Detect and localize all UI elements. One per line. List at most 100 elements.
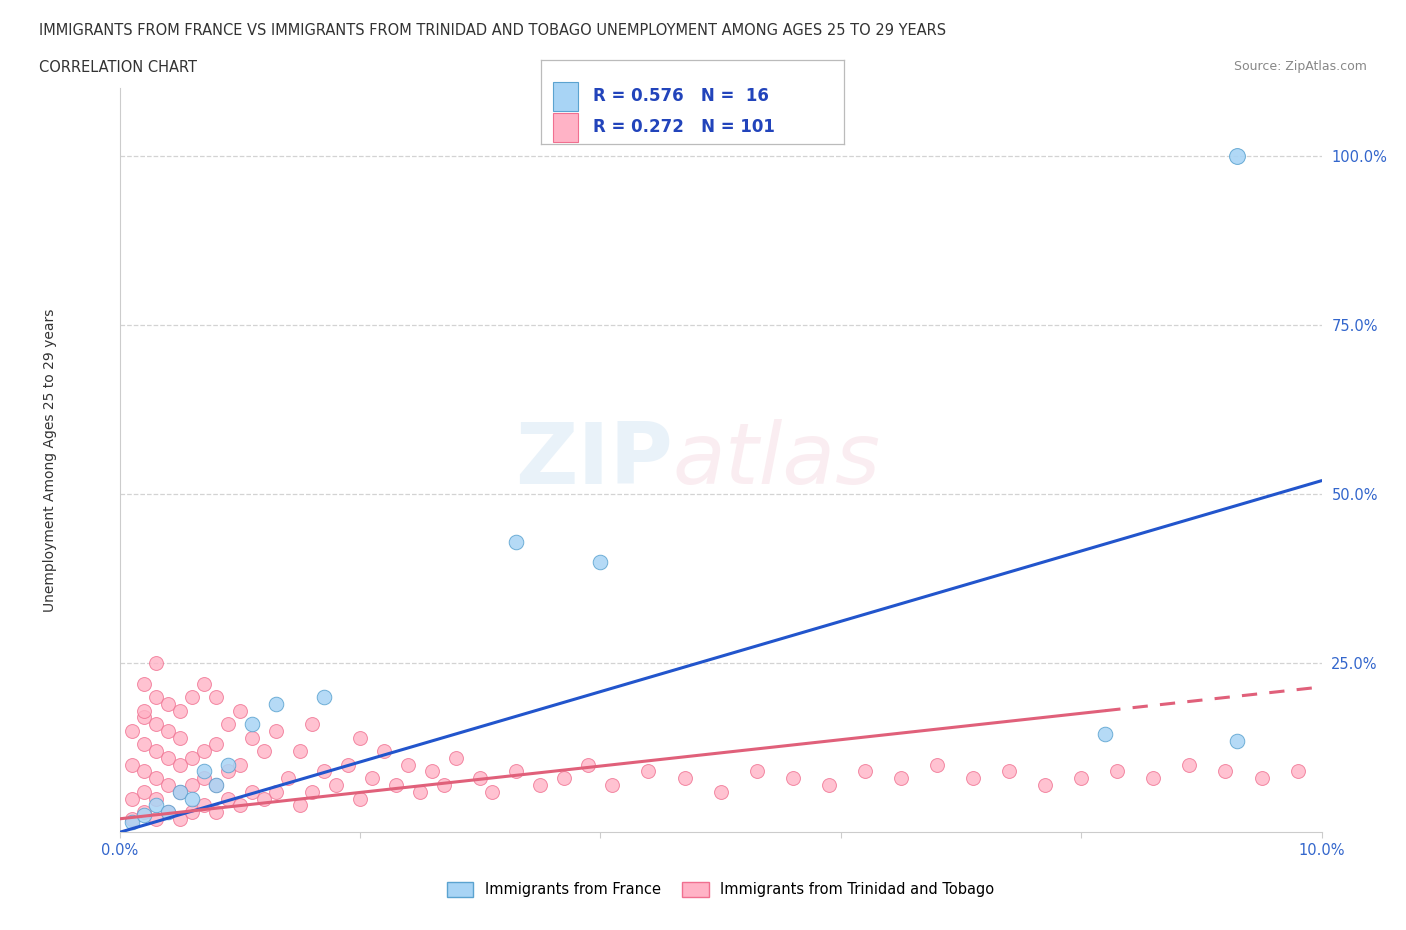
Text: IMMIGRANTS FROM FRANCE VS IMMIGRANTS FROM TRINIDAD AND TOBAGO UNEMPLOYMENT AMONG: IMMIGRANTS FROM FRANCE VS IMMIGRANTS FRO…: [39, 23, 946, 38]
Point: [481, 784, 503, 799]
Point: [1286, 764, 1309, 779]
Point: [132, 710, 155, 724]
Point: [553, 771, 575, 786]
Point: [420, 764, 443, 779]
Point: [169, 784, 191, 799]
Point: [288, 744, 311, 759]
Point: [132, 808, 155, 823]
Point: [444, 751, 467, 765]
Point: [228, 757, 252, 772]
Point: [962, 771, 984, 786]
Point: [1107, 764, 1129, 779]
Point: [361, 771, 384, 786]
Point: [132, 737, 155, 751]
Point: [156, 751, 179, 765]
Point: [169, 784, 191, 799]
Point: [325, 777, 347, 792]
Point: [253, 791, 276, 806]
Point: [204, 777, 226, 792]
Point: [264, 724, 287, 738]
Point: [145, 798, 167, 813]
Point: [373, 744, 395, 759]
Point: [709, 784, 731, 799]
Point: [1226, 149, 1249, 164]
Point: [1178, 757, 1201, 772]
Text: ZIP: ZIP: [515, 418, 672, 502]
Text: R = 0.272   N = 101: R = 0.272 N = 101: [593, 118, 775, 137]
Point: [204, 777, 226, 792]
Point: [589, 554, 612, 569]
Point: [782, 771, 804, 786]
Text: CORRELATION CHART: CORRELATION CHART: [39, 60, 197, 75]
Point: [336, 757, 359, 772]
Point: [240, 784, 263, 799]
Point: [156, 804, 179, 819]
Point: [217, 791, 239, 806]
Point: [145, 717, 167, 732]
Point: [121, 757, 143, 772]
Point: [240, 717, 263, 732]
Point: [121, 815, 143, 830]
Point: [409, 784, 432, 799]
Point: [193, 764, 215, 779]
Point: [264, 784, 287, 799]
Point: [890, 771, 912, 786]
Point: [1033, 777, 1056, 792]
Point: [217, 757, 239, 772]
Point: [925, 757, 948, 772]
Text: R = 0.576   N =  16: R = 0.576 N = 16: [593, 87, 769, 105]
Point: [145, 771, 167, 786]
Point: [132, 703, 155, 718]
Point: [180, 690, 202, 705]
FancyBboxPatch shape: [554, 113, 578, 142]
Point: [1094, 727, 1116, 742]
Point: [1070, 771, 1092, 786]
Point: [1215, 764, 1237, 779]
Point: [385, 777, 408, 792]
Point: [228, 703, 252, 718]
Point: [468, 771, 492, 786]
Point: [169, 703, 191, 718]
Point: [277, 771, 299, 786]
Point: [217, 764, 239, 779]
Point: [817, 777, 839, 792]
Point: [853, 764, 876, 779]
Point: [121, 724, 143, 738]
Point: [228, 798, 252, 813]
Point: [505, 764, 527, 779]
Point: [132, 804, 155, 819]
Point: [145, 811, 167, 826]
Point: [193, 771, 215, 786]
Point: [193, 676, 215, 691]
Point: [193, 798, 215, 813]
Point: [396, 757, 419, 772]
Point: [1142, 771, 1164, 786]
Point: [145, 744, 167, 759]
Point: [145, 690, 167, 705]
Point: [156, 777, 179, 792]
Point: [576, 757, 599, 772]
Point: [1226, 734, 1249, 749]
Point: [312, 690, 335, 705]
Point: [998, 764, 1021, 779]
Text: atlas: atlas: [672, 418, 880, 502]
Point: [193, 744, 215, 759]
Point: [204, 804, 226, 819]
Point: [505, 534, 527, 549]
Point: [217, 717, 239, 732]
Point: [145, 656, 167, 671]
Point: [132, 784, 155, 799]
FancyBboxPatch shape: [554, 82, 578, 111]
Point: [301, 784, 323, 799]
Point: [204, 737, 226, 751]
Point: [602, 777, 624, 792]
Point: [288, 798, 311, 813]
Point: [349, 730, 371, 745]
Point: [169, 757, 191, 772]
Point: [529, 777, 551, 792]
Point: [433, 777, 456, 792]
Y-axis label: Unemployment Among Ages 25 to 29 years: Unemployment Among Ages 25 to 29 years: [44, 309, 58, 612]
Point: [121, 811, 143, 826]
Point: [180, 777, 202, 792]
Point: [1250, 771, 1272, 786]
